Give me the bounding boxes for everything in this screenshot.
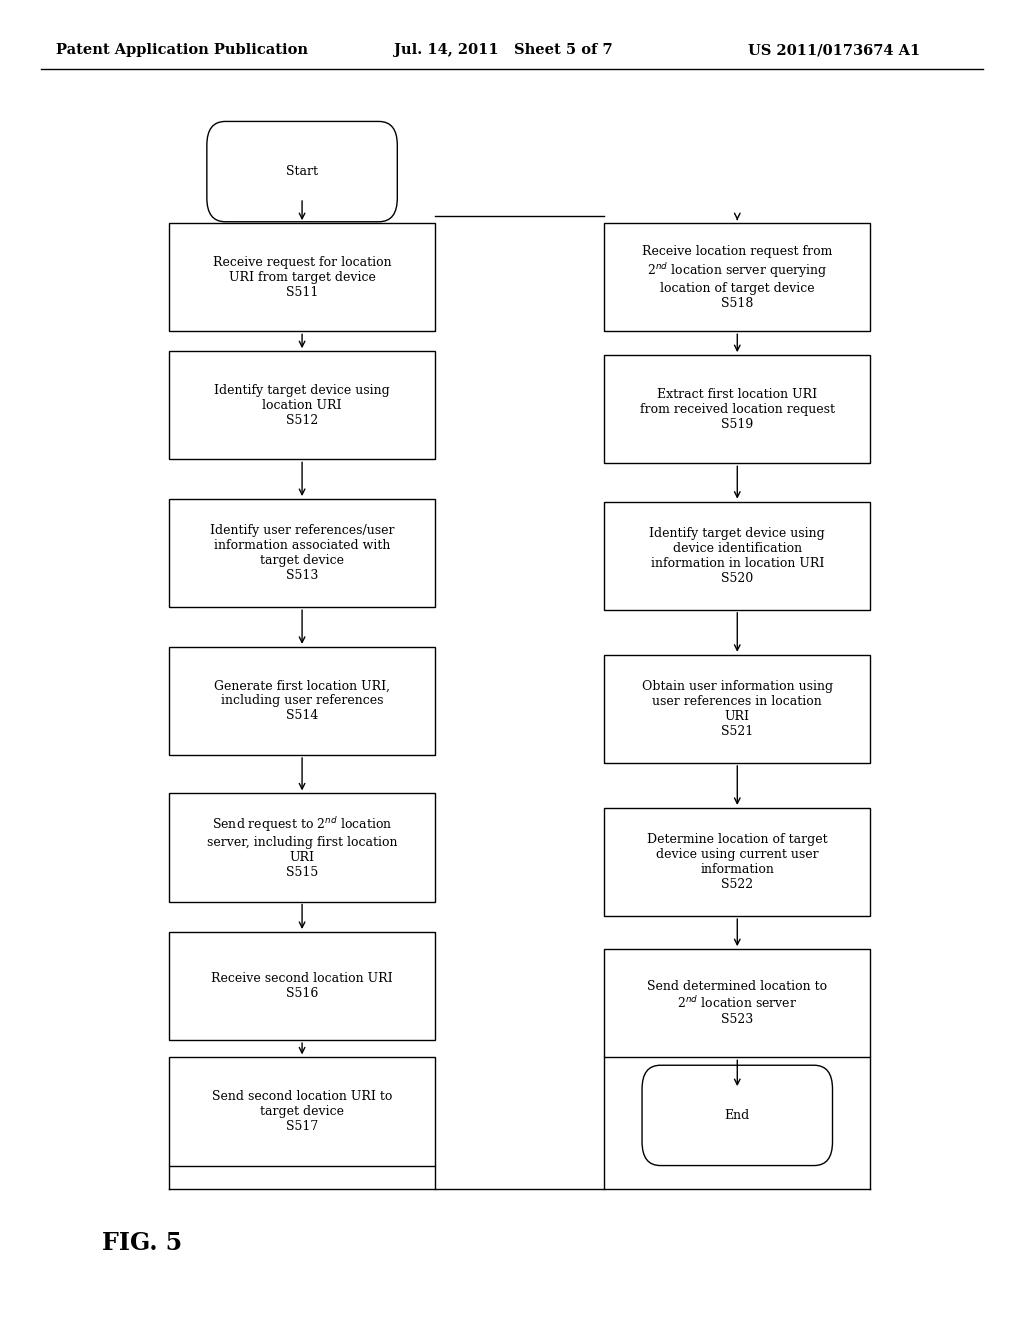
FancyBboxPatch shape xyxy=(169,223,435,331)
Text: Send second location URI to
target device
S517: Send second location URI to target devic… xyxy=(212,1090,392,1133)
Text: Send determined location to
2$^{nd}$ location server
S523: Send determined location to 2$^{nd}$ loc… xyxy=(647,979,827,1027)
FancyBboxPatch shape xyxy=(169,932,435,1040)
FancyBboxPatch shape xyxy=(604,949,870,1057)
FancyBboxPatch shape xyxy=(169,647,435,755)
FancyBboxPatch shape xyxy=(604,502,870,610)
Text: Jul. 14, 2011   Sheet 5 of 7: Jul. 14, 2011 Sheet 5 of 7 xyxy=(394,44,613,57)
FancyBboxPatch shape xyxy=(642,1065,833,1166)
FancyBboxPatch shape xyxy=(604,223,870,331)
Text: Patent Application Publication: Patent Application Publication xyxy=(56,44,308,57)
Text: Determine location of target
device using current user
information
S522: Determine location of target device usin… xyxy=(647,833,827,891)
FancyBboxPatch shape xyxy=(604,808,870,916)
FancyBboxPatch shape xyxy=(207,121,397,222)
FancyBboxPatch shape xyxy=(169,499,435,607)
Text: Obtain user information using
user references in location
URI
S521: Obtain user information using user refer… xyxy=(642,680,833,738)
FancyBboxPatch shape xyxy=(169,793,435,902)
Text: Generate first location URI,
including user references
S514: Generate first location URI, including u… xyxy=(214,680,390,722)
Text: Send request to 2$^{nd}$ location
server, including first location
URI
S515: Send request to 2$^{nd}$ location server… xyxy=(207,816,397,879)
Text: Identify target device using
device identification
information in location URI
S: Identify target device using device iden… xyxy=(649,527,825,585)
Text: Receive location request from
2$^{nd}$ location server querying
location of targ: Receive location request from 2$^{nd}$ l… xyxy=(642,246,833,310)
Text: Identify user references/user
information associated with
target device
S513: Identify user references/user informatio… xyxy=(210,524,394,582)
FancyBboxPatch shape xyxy=(169,1057,435,1166)
Text: Receive second location URI
S516: Receive second location URI S516 xyxy=(211,972,393,1001)
Text: Extract first location URI
from received location request
S519: Extract first location URI from received… xyxy=(640,388,835,430)
Text: Receive request for location
URI from target device
S511: Receive request for location URI from ta… xyxy=(213,256,391,298)
FancyBboxPatch shape xyxy=(169,351,435,459)
Text: Identify target device using
location URI
S512: Identify target device using location UR… xyxy=(214,384,390,426)
Text: US 2011/0173674 A1: US 2011/0173674 A1 xyxy=(748,44,920,57)
FancyBboxPatch shape xyxy=(604,355,870,463)
Text: FIG. 5: FIG. 5 xyxy=(102,1232,182,1255)
Text: Start: Start xyxy=(286,165,318,178)
FancyBboxPatch shape xyxy=(604,655,870,763)
Text: End: End xyxy=(725,1109,750,1122)
